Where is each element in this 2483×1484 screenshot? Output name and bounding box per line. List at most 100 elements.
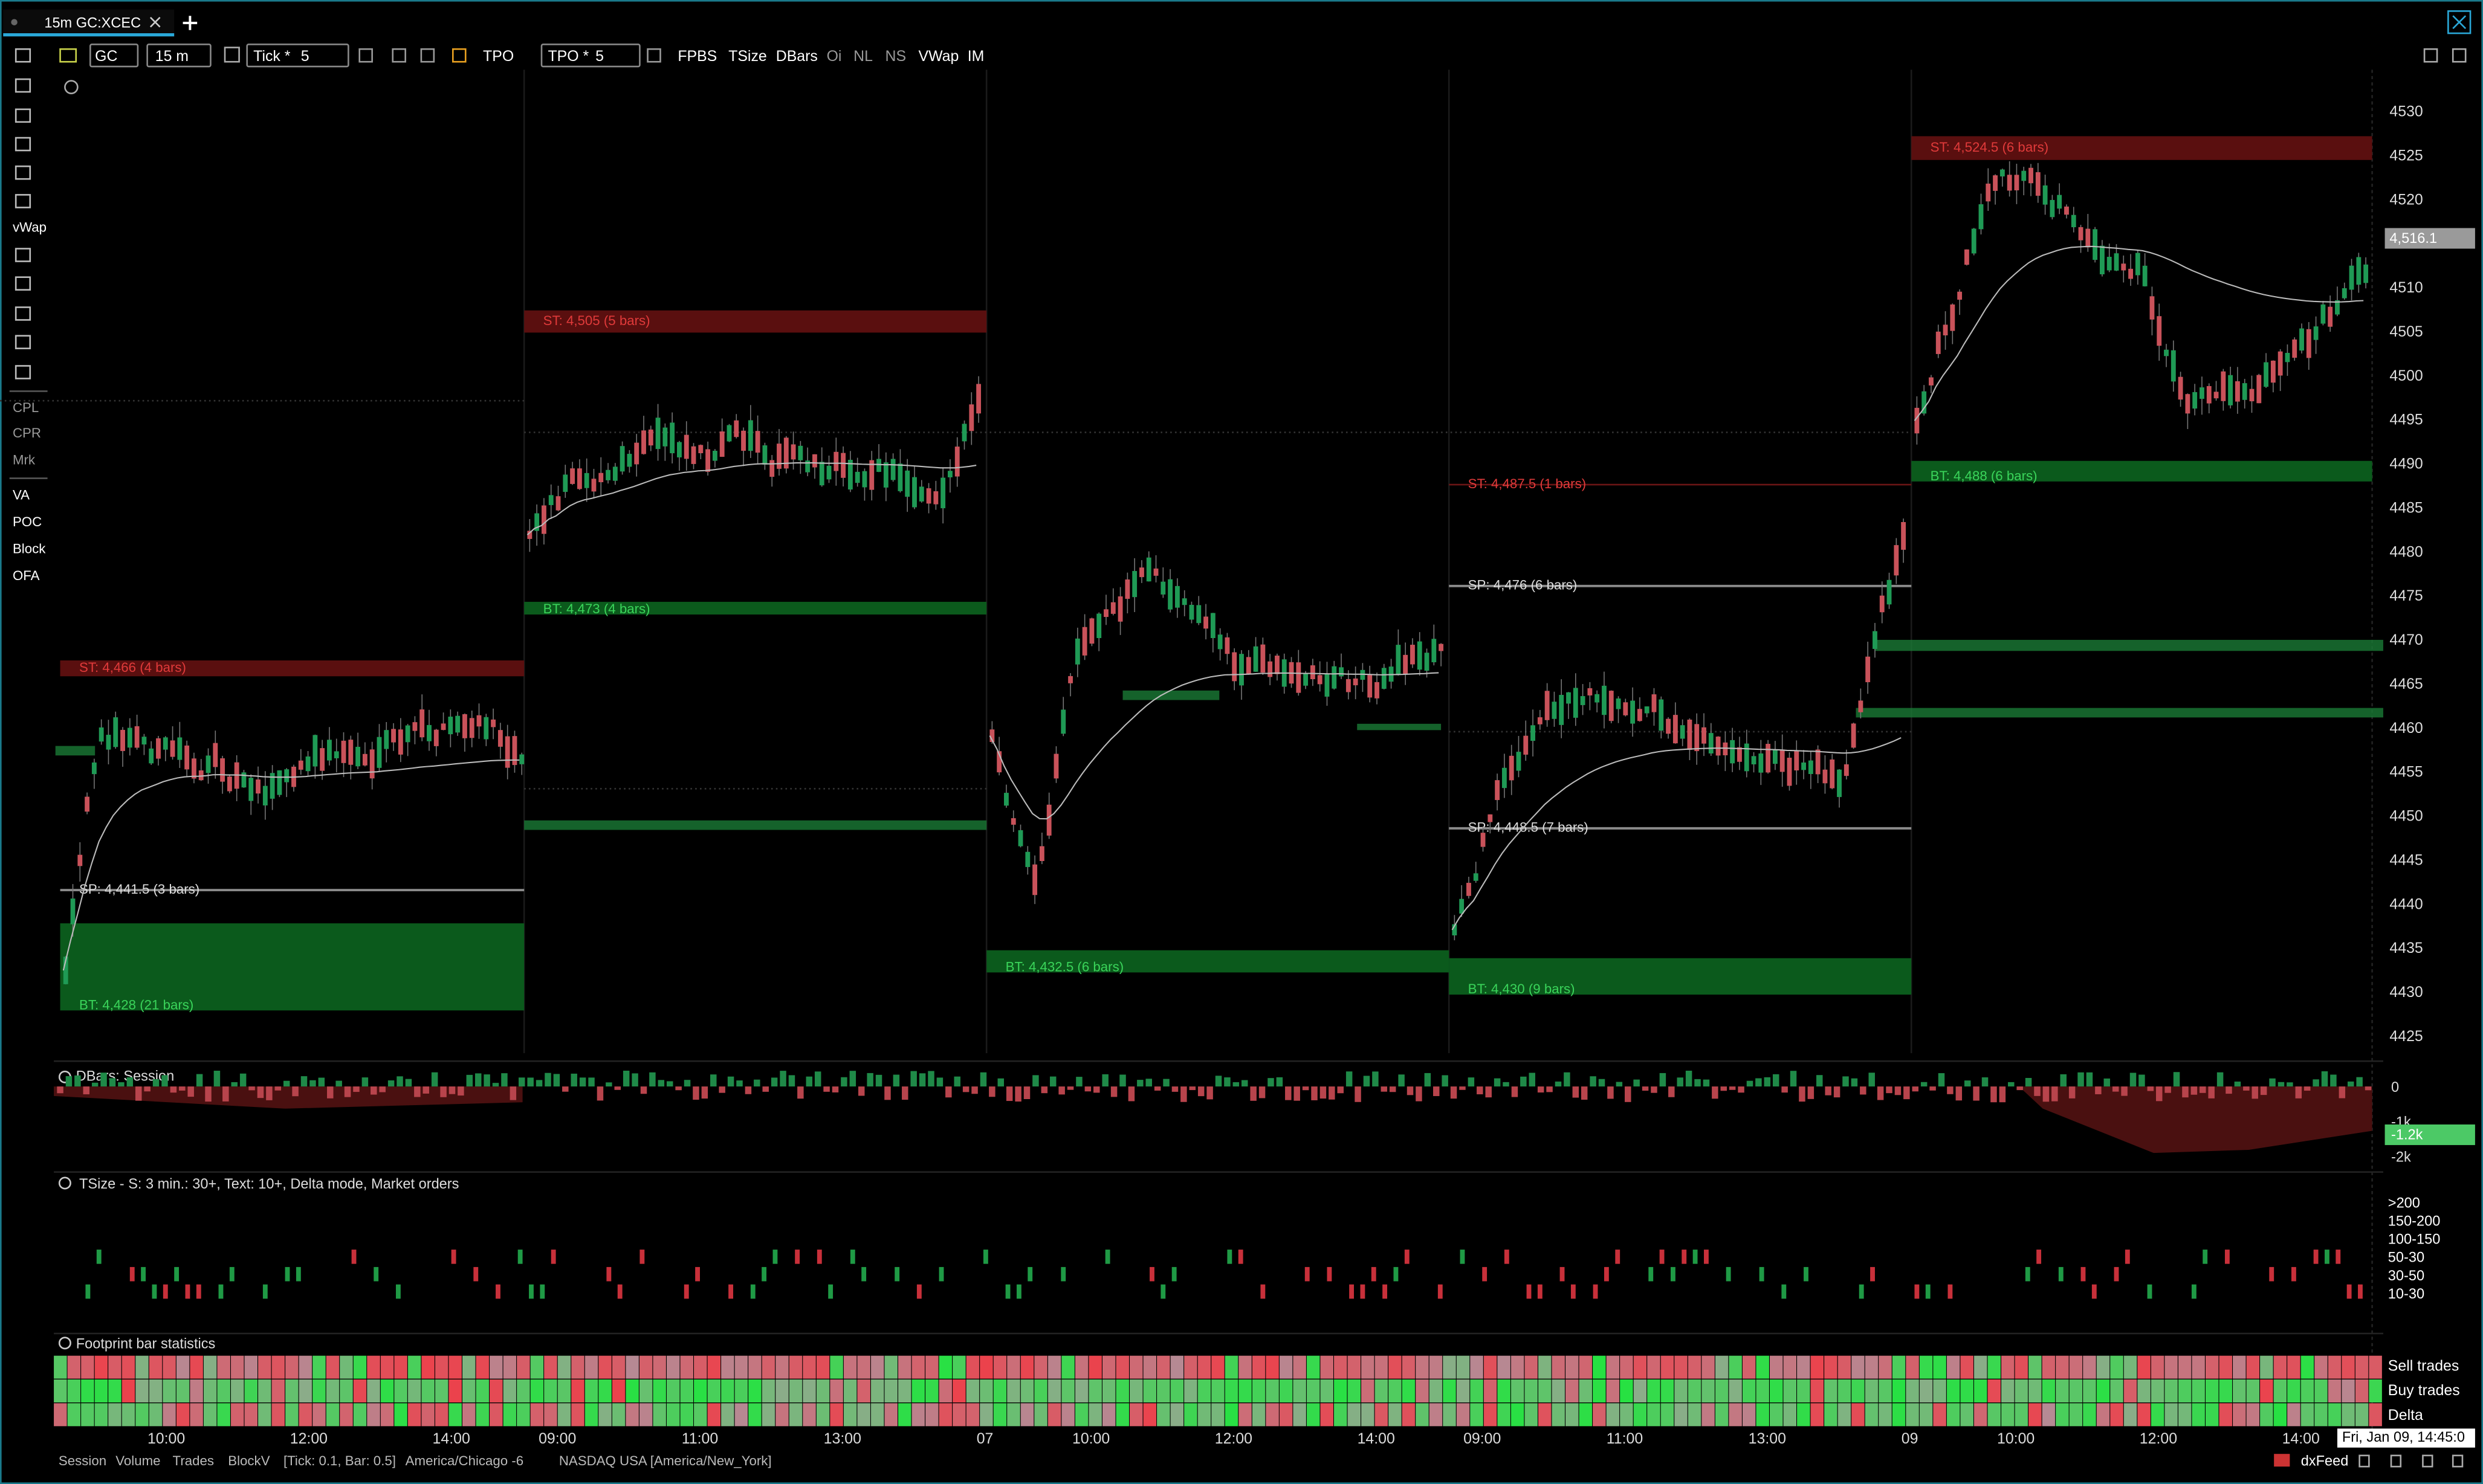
drawing-tool[interactable] (15, 306, 31, 321)
status-icon[interactable] (2422, 1454, 2433, 1468)
status-icon[interactable] (2452, 1454, 2464, 1468)
tab-title[interactable]: 15m GC:XCEC (44, 15, 141, 31)
drawing-tool[interactable] (15, 194, 31, 208)
toolbar-item[interactable]: 5 (301, 48, 309, 65)
candle-body (1687, 719, 1692, 750)
status-item[interactable]: [Tick: 0.1, Bar: 0.5] (283, 1453, 396, 1468)
status-item[interactable]: Trades (173, 1453, 214, 1468)
tool-label[interactable]: CPL (13, 400, 39, 415)
tsize-mark (2269, 1266, 2274, 1282)
footprint-cell (490, 1403, 503, 1427)
window-close[interactable] (2447, 10, 2472, 34)
toolbar-item[interactable]: Tick * (253, 48, 291, 65)
toolbar-item[interactable]: VWap (919, 48, 959, 65)
checkbox[interactable] (224, 47, 240, 63)
toolbar-item[interactable]: 15 m (155, 48, 189, 65)
candle-body (2192, 392, 2198, 409)
interval-box[interactable] (146, 44, 212, 68)
panel-settings[interactable] (58, 1176, 71, 1190)
tool-label[interactable]: Mrk (13, 453, 36, 468)
toolbar-icon[interactable] (392, 48, 407, 63)
status-icon[interactable] (2390, 1454, 2402, 1468)
sell-level (524, 310, 987, 333)
tpo-box[interactable] (540, 44, 641, 68)
footprint-cell (925, 1355, 939, 1379)
candle-body (2035, 172, 2041, 196)
drawing-tool[interactable] (15, 48, 31, 63)
footprint-cell (1089, 1355, 1102, 1379)
toolbar-item[interactable]: NL (853, 48, 873, 65)
candle-body (1844, 764, 1849, 776)
drawing-tool[interactable] (15, 78, 31, 93)
corner-icon[interactable] (2423, 48, 2438, 63)
tool-label[interactable]: OFA (13, 568, 40, 583)
footprint-cell (1593, 1355, 1606, 1379)
candle-body (1217, 634, 1223, 650)
dbar (1799, 1086, 1805, 1102)
level-label: BT: 4,430 (9 bars) (1468, 981, 1575, 996)
candle-body (106, 735, 111, 750)
chart-layer: GC 15 m Tick * 5 TPO TPO * 5 FPBS TSize DBars Oi NL… (0, 44, 2475, 1469)
drawing-tool[interactable] (15, 365, 31, 379)
dbar (2129, 1073, 2137, 1087)
folder-icon[interactable] (59, 48, 77, 63)
toolbar-icon[interactable] (647, 48, 661, 63)
tool-label[interactable]: CPR (13, 425, 41, 440)
toolbar-item[interactable]: GC (95, 48, 117, 65)
dbar (1633, 1079, 1640, 1087)
toolbar-icon[interactable] (452, 48, 467, 63)
dbar (1407, 1086, 1414, 1095)
footprint-cell (2001, 1355, 2015, 1379)
toolbar-item[interactable]: NS (885, 48, 907, 65)
drawing-tool[interactable] (15, 248, 31, 262)
status-item[interactable]: Session (59, 1453, 106, 1468)
toolbar-item[interactable]: 5 (595, 48, 604, 65)
status-item[interactable]: America/Chicago -6 (406, 1453, 523, 1468)
toolbar-icon[interactable] (358, 48, 373, 63)
tool-label[interactable]: POC (13, 514, 42, 529)
footprint-cell (584, 1403, 598, 1427)
toolbar-item[interactable]: TPO * (548, 48, 589, 65)
toolbar-item[interactable]: TSize (728, 48, 767, 65)
status-item[interactable]: Volume (115, 1453, 160, 1468)
toolbar-item[interactable]: IM (968, 48, 985, 65)
panel-settings[interactable] (58, 1337, 71, 1350)
footprint-cell (353, 1403, 367, 1427)
toolbar-icon[interactable] (420, 48, 435, 63)
tool-label[interactable]: VA (13, 487, 30, 502)
toolbar-item[interactable]: Oi (827, 48, 842, 65)
footprint-cell (340, 1379, 353, 1403)
drawing-tool[interactable] (15, 108, 31, 123)
drawing-tool[interactable] (15, 276, 31, 291)
drawing-tool[interactable] (15, 165, 31, 180)
dbar (1276, 1077, 1283, 1087)
new-tab[interactable] (183, 16, 198, 30)
dbar (2086, 1072, 2093, 1087)
toolbar-item[interactable]: FPBS (678, 48, 717, 65)
toolbar-item[interactable]: TPO (483, 48, 514, 65)
candle-body (1296, 662, 1301, 693)
status-icon[interactable] (2358, 1454, 2370, 1468)
tool-label[interactable]: Block (13, 541, 46, 556)
candle-body (876, 459, 881, 472)
footprint-cell (803, 1379, 816, 1403)
tool-label[interactable]: vWap (13, 219, 47, 234)
tsize-mark (772, 1250, 778, 1264)
footprint-cell (653, 1379, 666, 1403)
tab[interactable] (3, 9, 175, 35)
tab-close[interactable] (149, 16, 161, 28)
candle-body (448, 717, 453, 735)
symbol-box[interactable] (89, 44, 139, 68)
drawing-tool[interactable] (15, 335, 31, 349)
drawing-tool[interactable] (15, 137, 31, 152)
candle-body (527, 531, 533, 539)
toolbar-item[interactable]: DBars (776, 48, 818, 65)
status-item[interactable]: BlockV (228, 1453, 270, 1468)
tick-box[interactable] (246, 44, 349, 68)
corner-icon[interactable] (2452, 48, 2467, 63)
footprint-cell (1565, 1403, 1579, 1427)
candle-body (662, 427, 668, 447)
status-item[interactable]: NASDAQ USA [America/New_York] (559, 1453, 772, 1468)
footprint-cell (1429, 1403, 1443, 1427)
settings-icon[interactable] (64, 80, 79, 94)
